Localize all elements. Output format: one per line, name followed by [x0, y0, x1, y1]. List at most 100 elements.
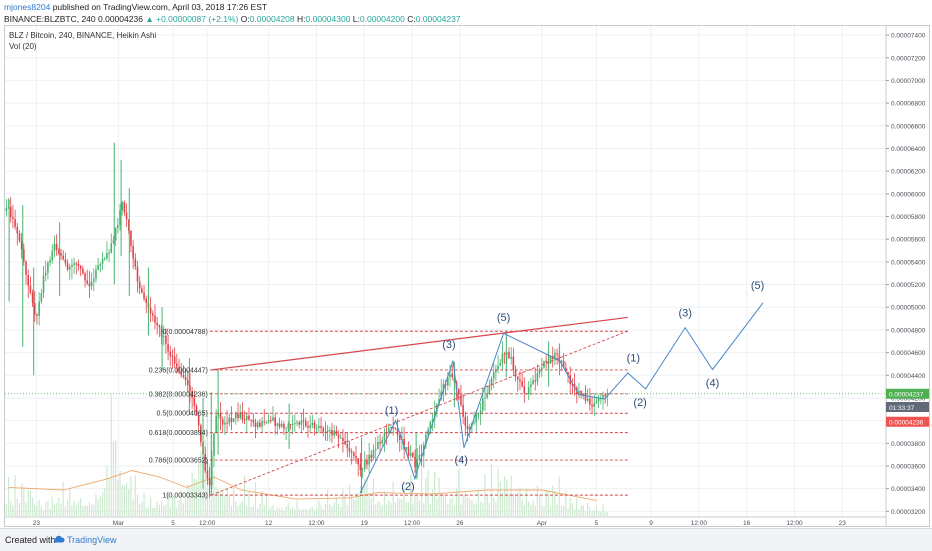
- candle-body: [88, 283, 91, 287]
- volume-bar: [189, 486, 191, 516]
- fib-level-label: 1(0.00003343): [162, 493, 208, 500]
- candle-body: [73, 263, 75, 266]
- candle-body: [549, 355, 552, 364]
- candle: [495, 364, 497, 382]
- volume-bar: [379, 502, 381, 516]
- candle-body: [167, 343, 169, 352]
- candle-body: [318, 425, 320, 429]
- candle-body: [523, 386, 526, 394]
- candle-body: [339, 437, 342, 439]
- candle: [77, 259, 80, 271]
- candle-body: [475, 414, 478, 423]
- candle: [75, 261, 78, 275]
- volume-bar: [475, 503, 477, 516]
- candle: [215, 409, 217, 434]
- candle-body: [97, 265, 99, 270]
- volume-bar: [12, 505, 14, 516]
- volume-bar: [361, 486, 364, 516]
- volume-bar: [300, 510, 302, 516]
- candle-body: [431, 418, 434, 422]
- candle: [355, 445, 357, 465]
- volume-bar: [31, 497, 34, 516]
- candle: [82, 265, 84, 275]
- candle-body: [381, 439, 384, 444]
- candle-body: [162, 335, 165, 337]
- volume-bar: [246, 505, 248, 516]
- candle: [462, 394, 464, 425]
- volume-bar: [571, 502, 573, 516]
- volume-bar: [309, 508, 311, 516]
- volume-bar: [342, 488, 344, 516]
- candle-body: [521, 381, 523, 387]
- candle-body: [377, 441, 379, 449]
- candle-body: [132, 246, 134, 259]
- volume-bar: [71, 505, 73, 516]
- candle-body: [182, 375, 185, 377]
- price-tick-label: 0.00007200: [891, 55, 926, 62]
- volume-bar: [115, 440, 117, 516]
- volume-bar: [466, 497, 469, 516]
- author-link[interactable]: mjones8204: [4, 2, 51, 12]
- volume-bar: [152, 507, 154, 516]
- candle-body: [106, 253, 108, 259]
- candle-body: [189, 385, 191, 392]
- volume-bar: [88, 501, 91, 516]
- time-tick-label: 12:00: [199, 520, 216, 527]
- candle-body: [173, 356, 176, 364]
- price-chart[interactable]: 0.00003200 0.00003400 0.00003600 0.00003800…: [0, 0, 932, 528]
- candle: [368, 442, 370, 474]
- volume-bar: [519, 486, 521, 516]
- candle-body: [14, 219, 16, 227]
- volume-bar: [578, 509, 580, 516]
- candle-body: [235, 413, 237, 419]
- candle-body: [580, 390, 582, 395]
- candle-body: [204, 454, 207, 471]
- candle: [119, 203, 121, 231]
- candle-body: [49, 260, 51, 263]
- volume-bar: [523, 504, 525, 516]
- ohlc-open: 0.00004208: [249, 14, 295, 24]
- volume-bar: [488, 502, 490, 516]
- price-tick-label: 0.00003600: [891, 463, 926, 470]
- volume-bar: [263, 505, 265, 516]
- candle-body: [20, 240, 23, 250]
- candle: [554, 349, 556, 365]
- candle-body: [296, 422, 298, 424]
- candle-body: [16, 226, 19, 234]
- candle: [374, 436, 377, 461]
- price-tick-label: 0.00004600: [891, 350, 926, 357]
- volume-bar: [213, 470, 215, 516]
- candle: [451, 364, 453, 381]
- candle: [409, 445, 412, 459]
- candle-body: [414, 456, 416, 468]
- candle: [501, 341, 504, 372]
- volume-bar: [182, 503, 184, 516]
- candle-body: [193, 397, 196, 407]
- volume-bar: [200, 451, 202, 516]
- candle: [88, 271, 91, 299]
- volume-bar: [215, 486, 217, 516]
- candle: [241, 402, 244, 424]
- candle-body: [597, 398, 600, 402]
- tradingview-brand-link[interactable]: TradingView: [67, 535, 117, 545]
- candle: [383, 428, 386, 452]
- candle-body: [578, 390, 580, 394]
- price-tag-text: 0.00004236: [889, 420, 924, 427]
- candle-body: [516, 376, 519, 380]
- volume-bar: [517, 492, 519, 516]
- candle: [16, 222, 19, 246]
- volume-bar: [25, 502, 27, 516]
- candle: [47, 261, 49, 280]
- candle: [36, 312, 38, 325]
- candle-body: [176, 363, 178, 367]
- candle: [138, 275, 141, 295]
- candle: [296, 420, 298, 427]
- candle: [540, 357, 543, 377]
- candle-body: [405, 447, 408, 450]
- volume-bar: [556, 504, 558, 516]
- candle-body: [18, 233, 21, 241]
- volume-bar: [573, 509, 576, 516]
- candle: [307, 420, 309, 438]
- candle: [125, 203, 128, 227]
- candle: [44, 260, 47, 282]
